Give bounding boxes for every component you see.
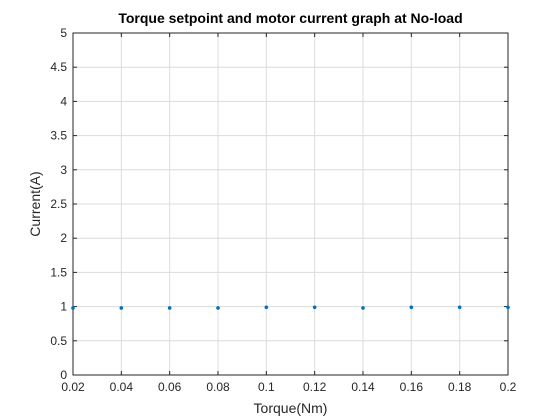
data-point	[216, 306, 220, 310]
y-tick-label: 4.5	[50, 60, 67, 74]
x-tick-label: 0.04	[110, 380, 134, 394]
data-point	[409, 305, 414, 310]
y-tick-label: 2	[60, 231, 67, 245]
y-tick-label: 4	[60, 94, 67, 108]
y-tick-label: 0	[60, 368, 67, 382]
data-point	[167, 306, 172, 310]
x-tick-label: 0.2	[500, 380, 517, 394]
x-tick-label: 0.1	[258, 380, 275, 394]
chart-title: Torque setpoint and motor current graph …	[118, 10, 462, 26]
data-point	[312, 305, 317, 310]
x-tick-label: 0.02	[61, 380, 85, 394]
x-tick-label: 0.08	[206, 380, 230, 394]
y-tick-label: 3	[60, 163, 67, 177]
y-tick-label: 1.5	[50, 265, 67, 279]
x-tick-label: 0.16	[400, 380, 424, 394]
y-tick-label: 1	[60, 300, 67, 314]
data-point	[506, 305, 510, 310]
data-point	[119, 306, 124, 310]
data-point	[264, 305, 269, 310]
y-tick-label: 0.5	[50, 334, 67, 348]
x-tick-label: 0.14	[351, 380, 375, 394]
x-tick-label: 0.06	[158, 380, 182, 394]
y-tick-label: 3.5	[50, 129, 67, 143]
data-point	[457, 305, 462, 310]
ticks: 0.02 0.04 0.06 0.08 0.1 0.12 0.14 0.16 0.18 0.2 0 0…	[50, 26, 516, 394]
grid	[72, 32, 509, 376]
y-axis-label: Current(A)	[27, 171, 43, 236]
data-points	[71, 305, 510, 310]
x-axis-label: Torque(Nm)	[254, 400, 328, 416]
x-tick-label: 0.12	[303, 380, 327, 394]
y-tick-label: 2.5	[50, 197, 67, 211]
data-point	[361, 306, 365, 310]
x-tick-label: 0.18	[448, 380, 472, 394]
data-point	[71, 306, 75, 310]
y-tick-label: 5	[60, 26, 67, 40]
